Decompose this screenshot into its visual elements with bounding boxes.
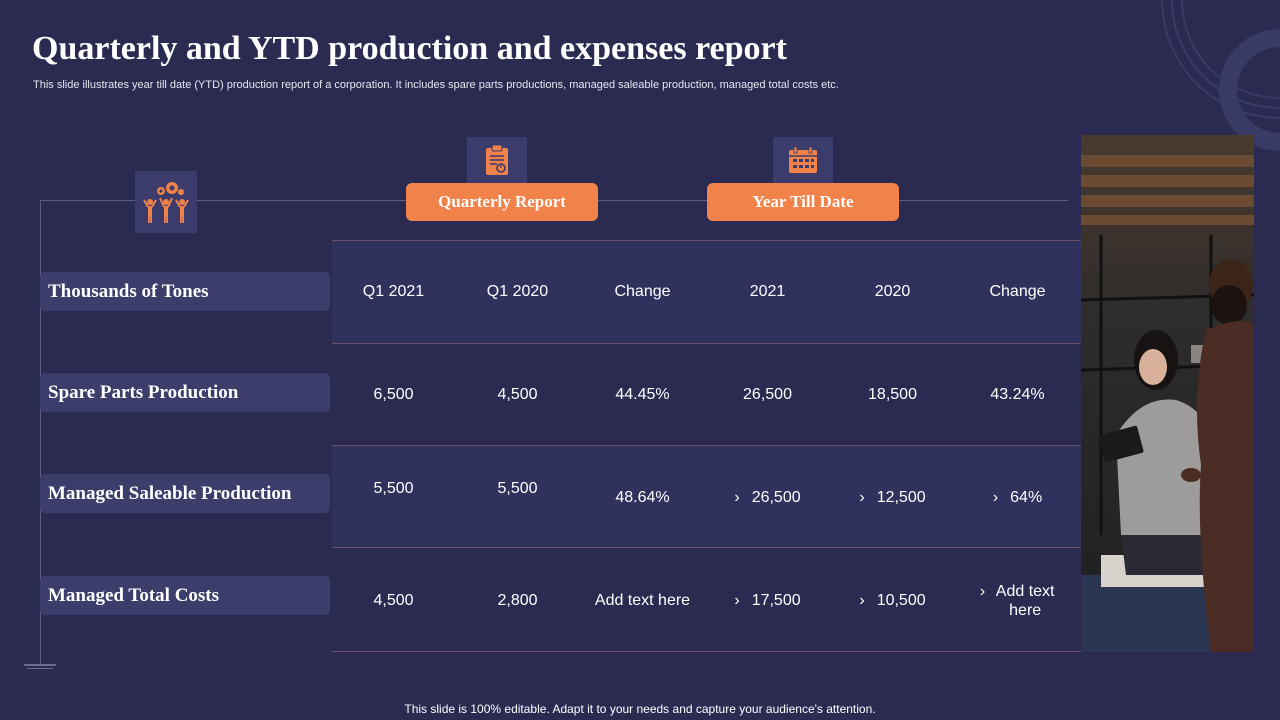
row-label-managed-total-costs: Managed Total Costs [40,576,330,615]
bullet-arrow-icon: › [992,489,999,506]
table-cell: › 64% [955,488,1080,507]
table-cell: 18,500 [868,386,917,403]
table-cell-value: Add text here [995,583,1055,619]
timeline-vertical-line [40,200,41,666]
table-cell: 43.24% [990,386,1045,403]
table-cell-value: 17,500 [751,592,801,609]
table-row-band [332,446,1081,547]
table-cell: 6,500 [373,386,414,403]
table-separator [332,547,1081,548]
table-cell: 2,800 [497,592,538,609]
decorative-arcs [1161,0,1280,151]
timeline-base [24,664,56,666]
table-separator [332,343,1081,344]
team-gears-icon [135,171,197,233]
table-cell-value: 10,500 [876,592,926,609]
bullet-arrow-icon: › [979,583,986,600]
page-subtitle: This slide illustrates year till date (Y… [33,79,839,91]
column-header-change-ytd: Change [989,283,1046,300]
footer-note: This slide is 100% editable. Adapt it to… [404,702,876,716]
column-header-change: Change [614,283,671,300]
table-cell: › 17,500 [705,591,830,610]
table-separator [332,651,1081,652]
clipboard-chart-icon [467,137,527,183]
year-till-date-header: Year Till Date [707,183,899,221]
table-separator [332,445,1081,446]
table-cell: 5,500 [373,480,414,497]
table-cell: Add text here [594,592,691,609]
table-cell: 5,500 [497,480,538,497]
page-title: Quarterly and YTD production and expense… [32,30,787,67]
table-cell: 44.45% [615,386,670,403]
table-cell: › 12,500 [830,488,955,507]
table-cell: 26,500 [743,386,792,403]
column-header-2020: 2020 [874,283,911,300]
table-cell: 4,500 [373,592,414,609]
table-cell-value: 12,500 [876,489,926,506]
column-header-2021: 2021 [749,283,786,300]
table-separator [332,240,1081,241]
bullet-arrow-icon: › [734,489,740,506]
table-cell-value: 64% [1010,489,1043,506]
table-cell: › 26,500 [705,488,830,507]
row-label-thousands-of-tones: Thousands of Tones [40,272,330,311]
bullet-arrow-icon: › [734,592,740,609]
timeline-base-lower [27,668,53,669]
bullet-arrow-icon: › [859,489,865,506]
table-cell: › 10,500 [830,591,955,610]
calendar-icon [773,137,833,183]
table-cell: 48.64% [615,489,670,506]
table-cell: 4,500 [497,386,538,403]
row-label-spare-parts-production: Spare Parts Production [40,373,330,412]
column-header-q1-2020: Q1 2020 [486,283,549,300]
bullet-arrow-icon: › [859,592,865,609]
column-header-q1-2021: Q1 2021 [362,283,425,300]
table-cell: › Add text here [955,582,1080,620]
row-label-managed-saleable-production: Managed Saleable Production [40,474,330,513]
table-cell-value: 26,500 [751,489,801,506]
office-people-photo [1081,135,1254,652]
table-header-band [332,240,1081,343]
quarterly-report-header: Quarterly Report [406,183,598,221]
